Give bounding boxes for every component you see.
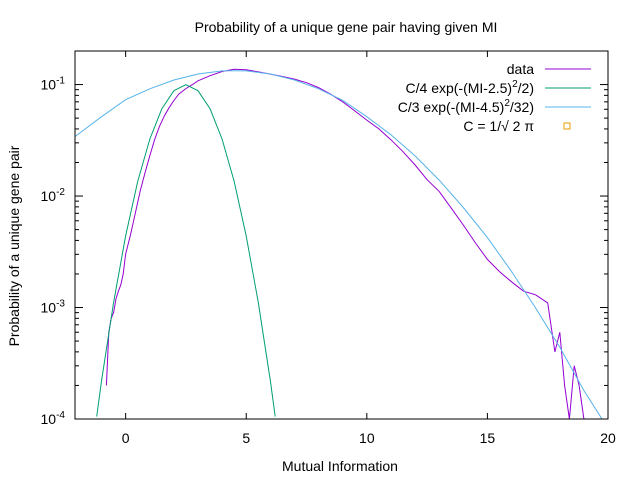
y-tick-label-1: 10-2 [41, 187, 66, 204]
chart-title: Probability of a unique gene pair having… [195, 19, 498, 35]
x-axis-label: Mutual Information [282, 458, 398, 474]
series-line-2 [74, 70, 603, 420]
y-tick-label-2: 10-3 [41, 299, 66, 316]
x-tick-label-1: 5 [242, 430, 250, 446]
legend: data C/4 exp(-(MI-2.5)2/2) C/3 exp(-(MI-4.… [398, 61, 591, 134]
legend-swatch-3 [563, 122, 571, 130]
y-tick-label-0: 10-1 [41, 76, 66, 93]
plot-border [74, 50, 609, 420]
x-tick-label-4: 20 [600, 430, 616, 446]
y-axis-label: Probability of a unique gene pair [6, 145, 22, 346]
legend-label-0: data [507, 61, 534, 77]
x-tick-label-0: 0 [122, 430, 130, 446]
series-line-1 [96, 84, 276, 417]
ticks-layer: 0 5 10 15 20 10-1 10-2 10-3 10-4 [41, 50, 616, 446]
legend-label-3: C = 1/√ 2 π [463, 118, 534, 134]
legend-label-2: C/3 exp(-(MI-4.5)2/32) [398, 98, 534, 115]
legend-label-1: C/4 exp(-(MI-2.5)2/2) [406, 79, 534, 96]
y-tick-label-3: 10-4 [41, 410, 66, 427]
x-tick-label-2: 10 [359, 430, 375, 446]
x-tick-label-3: 15 [480, 430, 496, 446]
series-layer [74, 68, 603, 420]
